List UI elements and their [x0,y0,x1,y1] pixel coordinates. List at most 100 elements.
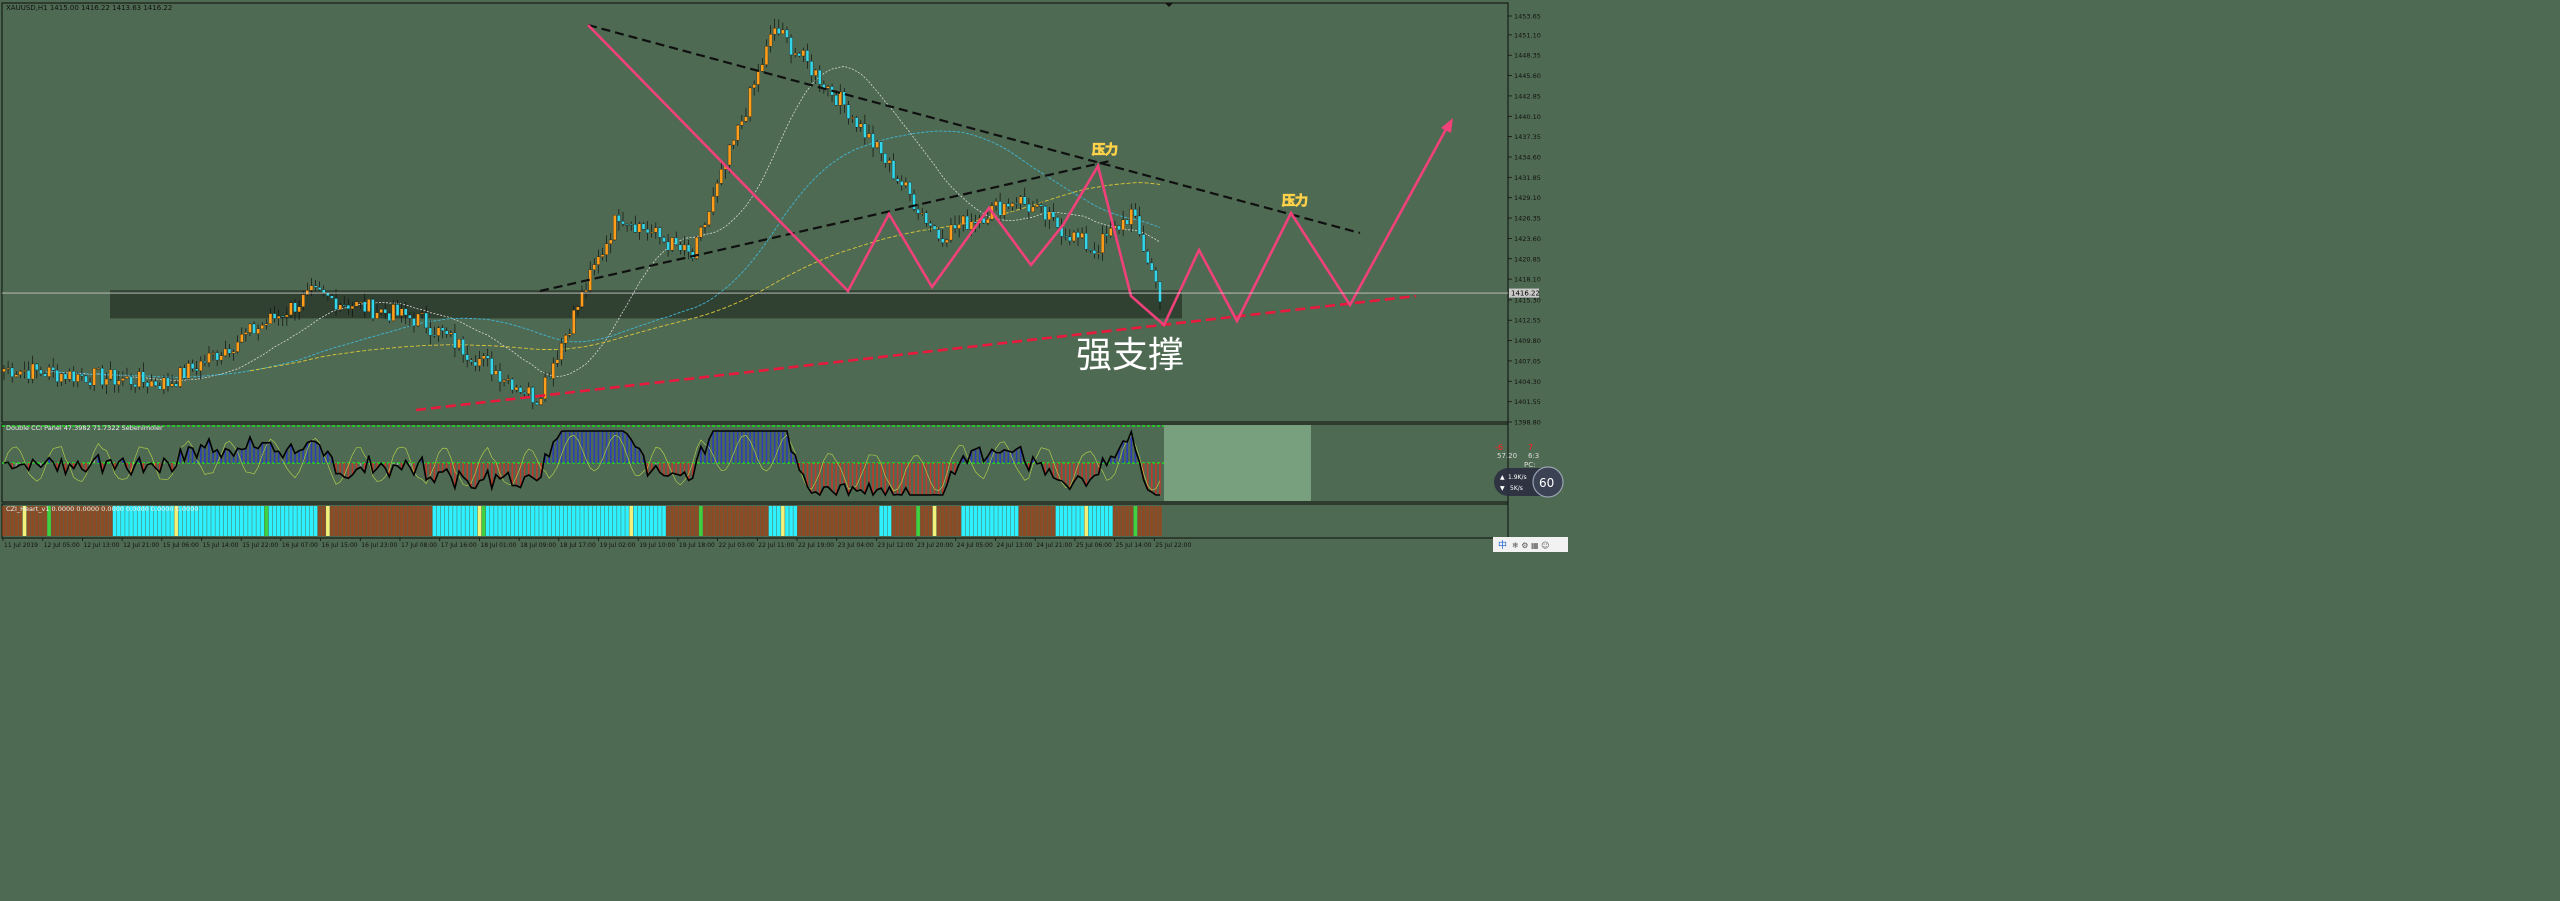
heart-bar [547,506,552,536]
heart-bar [793,506,797,536]
heart-bar [621,506,625,536]
candle-body [801,50,806,57]
candle-body [740,120,744,126]
heart-bar [1137,506,1142,536]
candle-body [436,327,441,336]
heart-bar [182,506,187,536]
candle-body [1027,203,1031,212]
candle-body [600,254,605,257]
candle-body [658,227,662,238]
candle-body [211,352,215,354]
candle-body [47,367,51,377]
candle-body [609,239,613,244]
heart-bar [227,506,232,536]
heart-bar [280,506,285,536]
x-tick-label: 24 Jul 13:00 [997,542,1033,549]
candle-body [764,46,769,65]
heart-bar [846,506,851,536]
candle-body [55,369,59,382]
heart-bar [1084,506,1089,536]
candle-body [1031,206,1035,212]
heart-bar [51,506,55,536]
heart-bar [785,506,789,536]
heart-bar [776,506,781,536]
heart-bar [436,506,441,536]
heart-bar [1047,506,1052,536]
heart-bar [469,506,474,536]
heart-bar [809,506,814,536]
chart-shift-marker[interactable] [1165,3,1173,7]
heart-bar [600,506,605,536]
x-tick-label: 25 Jul 14:00 [1116,542,1152,549]
heart-bar [949,506,953,536]
heart-bar [817,506,822,536]
heart-bar [727,506,732,536]
candle-body [289,302,293,316]
heart-bar [801,506,806,536]
candle-body [391,304,396,321]
price-scale [1508,3,1566,538]
heart-bar [715,506,720,536]
right-info-3: PC: [1524,461,1535,469]
candle-body [875,141,879,148]
candle-body [313,285,318,288]
candle-body [481,355,486,359]
heart-bar [502,506,506,536]
candle-body [781,29,785,34]
heart-bar [781,506,785,536]
heart-bar [850,506,855,536]
heart-bar [371,506,375,536]
heart-bar [797,506,802,536]
heart-bar [477,506,482,536]
heart-bar [1063,506,1068,536]
heart-bar [420,506,424,536]
candle-body [1096,252,1101,254]
heart-bar [719,506,724,536]
heart-bar [1039,506,1043,536]
x-tick-label: 15 Jul 06:00 [163,542,199,549]
heart-bar [1113,506,1117,536]
heart-bar [641,506,646,536]
candle-body [383,309,387,314]
heart-bar [465,506,470,536]
ma-yellow [249,182,1161,372]
candle-body [125,376,129,379]
candle-body [367,299,371,312]
candle-body [932,225,937,230]
heart-bar [981,506,986,536]
heart-bar [756,506,761,536]
heart-bar [153,506,158,536]
heart-bar [653,506,658,536]
heart-bar [740,506,744,536]
candle-body [219,355,223,361]
candle-body [826,86,830,89]
heart-bar [686,506,691,536]
heart-bar [383,506,388,536]
candle-body [551,363,555,379]
candle-body [338,304,342,310]
cci-future-area [1164,425,1311,501]
candle-body [113,369,117,385]
x-tick-label: 18 Jul 01:00 [480,542,516,549]
candle-body [445,330,449,335]
candle-body [887,160,892,164]
x-tick-label: 24 Jul 05:00 [957,542,993,549]
candle-body [166,377,170,387]
heart-bar [678,506,683,536]
heart-bar [596,506,601,536]
candle-body [358,301,363,303]
heart-bar [313,506,318,536]
heart-bar [604,506,609,536]
candle-body [1121,219,1125,231]
heart-bar [822,506,826,536]
ime-toolbar[interactable]: 中 ❄ ⚙ ▦ ☺ [1493,537,1568,552]
heart-bar [264,506,269,536]
candle-body [1146,251,1150,264]
candle-body [26,370,31,380]
candle-body [1047,211,1051,220]
heart-bar [707,506,711,536]
heart-bar [116,506,121,536]
candle-body [244,332,248,335]
speed-badge[interactable]: 60 1.9K/s 5K/s ▲ ▼ [1494,466,1564,498]
heart-bar [399,506,404,536]
